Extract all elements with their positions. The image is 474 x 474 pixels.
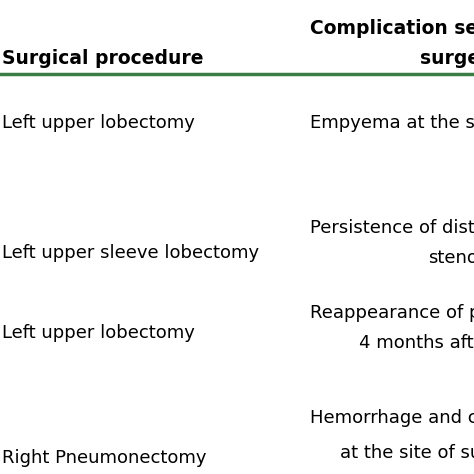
Text: stenosis: stenosis	[428, 249, 474, 267]
Text: Complication seen after: Complication seen after	[310, 19, 474, 38]
Text: Reappearance of post-: Reappearance of post-	[310, 304, 474, 322]
Text: Left upper lobectomy: Left upper lobectomy	[2, 324, 195, 342]
Text: Left upper lobectomy: Left upper lobectomy	[2, 114, 195, 132]
Text: Empyema at the surgical: Empyema at the surgical	[310, 114, 474, 132]
Text: at the site of surgery: at the site of surgery	[340, 444, 474, 462]
Text: Persistence of distal: Persistence of distal	[310, 219, 474, 237]
Text: Left upper sleeve lobectomy: Left upper sleeve lobectomy	[2, 244, 259, 262]
Text: Right Pneumonectomy: Right Pneumonectomy	[2, 449, 207, 467]
Text: Surgical procedure: Surgical procedure	[2, 49, 203, 68]
Text: 4 months after surgery: 4 months after surgery	[359, 334, 474, 352]
Text: Hemorrhage and clot: Hemorrhage and clot	[310, 409, 474, 427]
Text: surgery: surgery	[420, 49, 474, 68]
